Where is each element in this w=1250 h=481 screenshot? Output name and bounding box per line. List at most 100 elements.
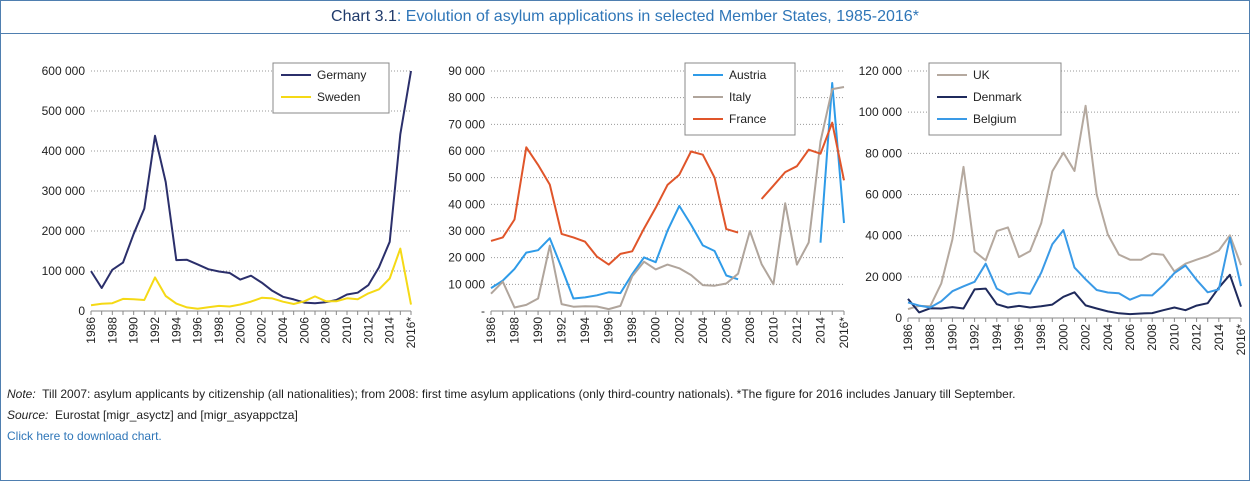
download: Click here to download chart. <box>7 428 1243 445</box>
x-tick-label: 1990 <box>531 317 545 344</box>
y-tick-label: 300 000 <box>42 184 86 198</box>
x-tick-label: 1986 <box>901 324 915 351</box>
series-line <box>90 247 412 310</box>
title-bar: Chart 3.1: Evolution of asylum applicati… <box>1 1 1249 34</box>
download-link[interactable]: Click here to download chart. <box>7 429 162 443</box>
x-tick-label: 2016* <box>837 317 851 349</box>
x-tick-label: 2010 <box>1167 324 1181 351</box>
y-tick-label: 20 000 <box>865 270 902 284</box>
x-tick-label: 2006 <box>1123 324 1137 351</box>
y-tick-label: 100 000 <box>859 105 903 119</box>
x-tick-label: 1996 <box>602 317 616 344</box>
x-tick-label: 2004 <box>276 317 290 344</box>
series-line <box>907 229 1242 309</box>
source-text: Eurostat [migr_asyctz] and [migr_asyappc… <box>55 408 298 422</box>
x-tick-label: 1994 <box>169 317 183 344</box>
y-tick-label: 60 000 <box>865 188 902 202</box>
x-tick-label: 2002 <box>672 317 686 344</box>
x-tick-label: 2014 <box>1212 324 1226 351</box>
x-tick-label: 2014 <box>383 317 397 344</box>
x-tick-label: 2012 <box>790 317 804 344</box>
series-line <box>490 82 845 300</box>
y-tick-label: 90 000 <box>448 64 485 78</box>
x-tick-label: 1988 <box>923 324 937 351</box>
x-tick-label: 2004 <box>1101 324 1115 351</box>
legend-label: Denmark <box>973 90 1023 104</box>
source: Source: Eurostat [migr_asyctz] and [migr… <box>7 407 1243 424</box>
y-tick-label: 70 000 <box>448 117 485 131</box>
x-tick-label: 2008 <box>1145 324 1159 351</box>
series-line <box>490 121 845 266</box>
x-tick-label: 2012 <box>361 317 375 344</box>
x-tick-label: 2016* <box>1234 324 1248 356</box>
x-tick-label: 2008 <box>319 317 333 344</box>
charts: 0 100 000 200 000 300 000 400 000 500 000 600 … <box>42 62 1248 356</box>
x-tick-label: 2006 <box>297 317 311 344</box>
x-tick-label: 1998 <box>212 317 226 344</box>
x-tick-label: 2002 <box>1079 324 1093 351</box>
x-tick-label: 2010 <box>340 317 354 344</box>
y-tick-label: 80 000 <box>448 91 485 105</box>
legend-label: UK <box>973 68 990 82</box>
x-tick-label: 1990 <box>945 324 959 351</box>
y-tick-label: 20 000 <box>448 251 485 265</box>
y-tick-label: - <box>481 304 485 318</box>
x-tick-label: 1996 <box>191 317 205 344</box>
source-label: Source: <box>7 408 49 422</box>
y-tick-label: 30 000 <box>448 224 485 238</box>
y-tick-label: 200 000 <box>42 224 86 238</box>
x-tick-label: 1990 <box>127 317 141 344</box>
x-tick-label: 1994 <box>990 324 1004 351</box>
y-tick-label: 120 000 <box>859 64 903 78</box>
legend-label: France <box>729 112 767 126</box>
note-text: Till 2007: asylum applicants by citizens… <box>42 387 1016 401</box>
x-tick-label: 1988 <box>105 317 119 344</box>
x-tick-label: 1992 <box>968 324 982 351</box>
y-tick-label: 40 000 <box>448 197 485 211</box>
x-tick-label: 2016* <box>404 317 418 349</box>
x-tick-label: 2008 <box>743 317 757 344</box>
y-tick-label: 10 000 <box>448 277 485 291</box>
y-tick-label: 600 000 <box>42 64 86 78</box>
x-tick-label: 1994 <box>578 317 592 344</box>
x-tick-label: 2000 <box>649 317 663 344</box>
x-tick-label: 2010 <box>766 317 780 344</box>
x-tick-label: 2002 <box>255 317 269 344</box>
y-tick-label: 0 <box>78 304 85 318</box>
x-tick-label: 2000 <box>1056 324 1070 351</box>
y-tick-label: 40 000 <box>865 229 902 243</box>
x-tick-label: 1988 <box>508 317 522 344</box>
x-tick-label: 1992 <box>148 317 162 344</box>
y-tick-label: 500 000 <box>42 104 86 118</box>
y-tick-label: 80 000 <box>865 146 902 160</box>
x-tick-label: 1998 <box>625 317 639 344</box>
y-tick-label: 50 000 <box>448 171 485 185</box>
y-tick-label: 400 000 <box>42 144 86 158</box>
series-line <box>90 70 412 305</box>
legend-label: Belgium <box>973 112 1016 126</box>
y-tick-label: 60 000 <box>448 144 485 158</box>
x-tick-label: 1986 <box>484 317 498 344</box>
notes: Note: Till 2007: asylum applicants by ci… <box>7 386 1243 449</box>
series-line <box>490 86 845 311</box>
x-tick-label: 2004 <box>696 317 710 344</box>
legend-box <box>272 62 390 114</box>
legend-label: Italy <box>729 90 751 104</box>
series-line <box>907 104 1242 311</box>
title: : Evolution of asylum applications in se… <box>396 8 919 25</box>
note-label: Note: <box>7 387 36 401</box>
y-tick-label: 0 <box>895 311 902 325</box>
x-tick-label: 2006 <box>719 317 733 344</box>
y-tick-label: 100 000 <box>42 264 86 278</box>
x-tick-label: 1996 <box>1012 324 1026 351</box>
x-tick-label: 2012 <box>1190 324 1204 351</box>
series-line <box>907 273 1242 316</box>
title-label: Chart 3.1 <box>331 8 397 25</box>
x-tick-label: 1998 <box>1034 324 1048 351</box>
legend-label: Sweden <box>317 90 360 104</box>
x-tick-label: 1992 <box>555 317 569 344</box>
legend-label: Germany <box>317 68 366 82</box>
x-tick-label: 1986 <box>84 317 98 344</box>
x-tick-label: 2014 <box>813 317 827 344</box>
